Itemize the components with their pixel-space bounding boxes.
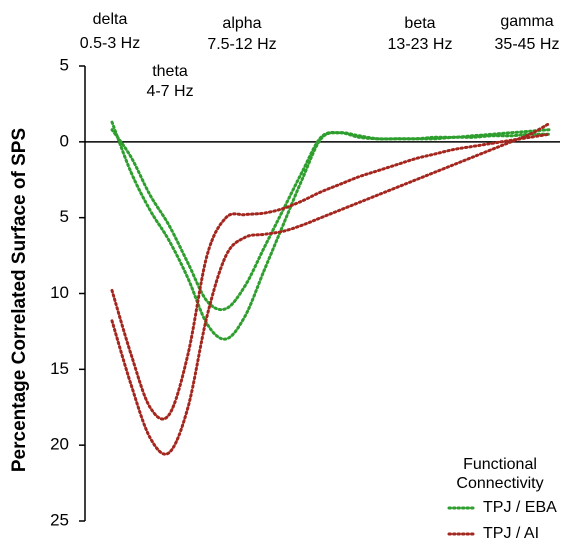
band-name: alpha bbox=[222, 15, 261, 32]
y-tick-label: 25 bbox=[50, 510, 69, 529]
band-name: beta bbox=[404, 15, 435, 32]
band-range: 7.5-12 Hz bbox=[207, 36, 276, 53]
band-range: 35-45 Hz bbox=[495, 36, 560, 53]
band-name: gamma bbox=[500, 13, 553, 30]
band-name: theta bbox=[152, 63, 188, 80]
band-name: delta bbox=[93, 11, 128, 28]
y-tick-label: 5 bbox=[60, 207, 69, 226]
band-range: 0.5-3 Hz bbox=[80, 35, 140, 52]
legend-label: TPJ / AI bbox=[483, 525, 539, 542]
band-range: 4-7 Hz bbox=[146, 83, 193, 100]
y-tick-label: 10 bbox=[50, 283, 69, 302]
line bbox=[110, 120, 551, 341]
y-tick-label: 20 bbox=[50, 435, 69, 454]
band-range: 13-23 Hz bbox=[388, 36, 453, 53]
legend-title: Functional bbox=[463, 456, 537, 473]
legend-title: Connectivity bbox=[456, 475, 543, 492]
y-tick-label: 5 bbox=[60, 55, 69, 74]
line bbox=[110, 128, 551, 312]
line bbox=[110, 122, 551, 456]
y-tick-label: 15 bbox=[50, 359, 69, 378]
y-tick-label: 0 bbox=[60, 131, 69, 150]
line bbox=[110, 132, 551, 421]
legend-label: TPJ / EBA bbox=[483, 499, 557, 516]
y-axis-label: Percentage Correlated Surface of SPS bbox=[9, 128, 30, 472]
